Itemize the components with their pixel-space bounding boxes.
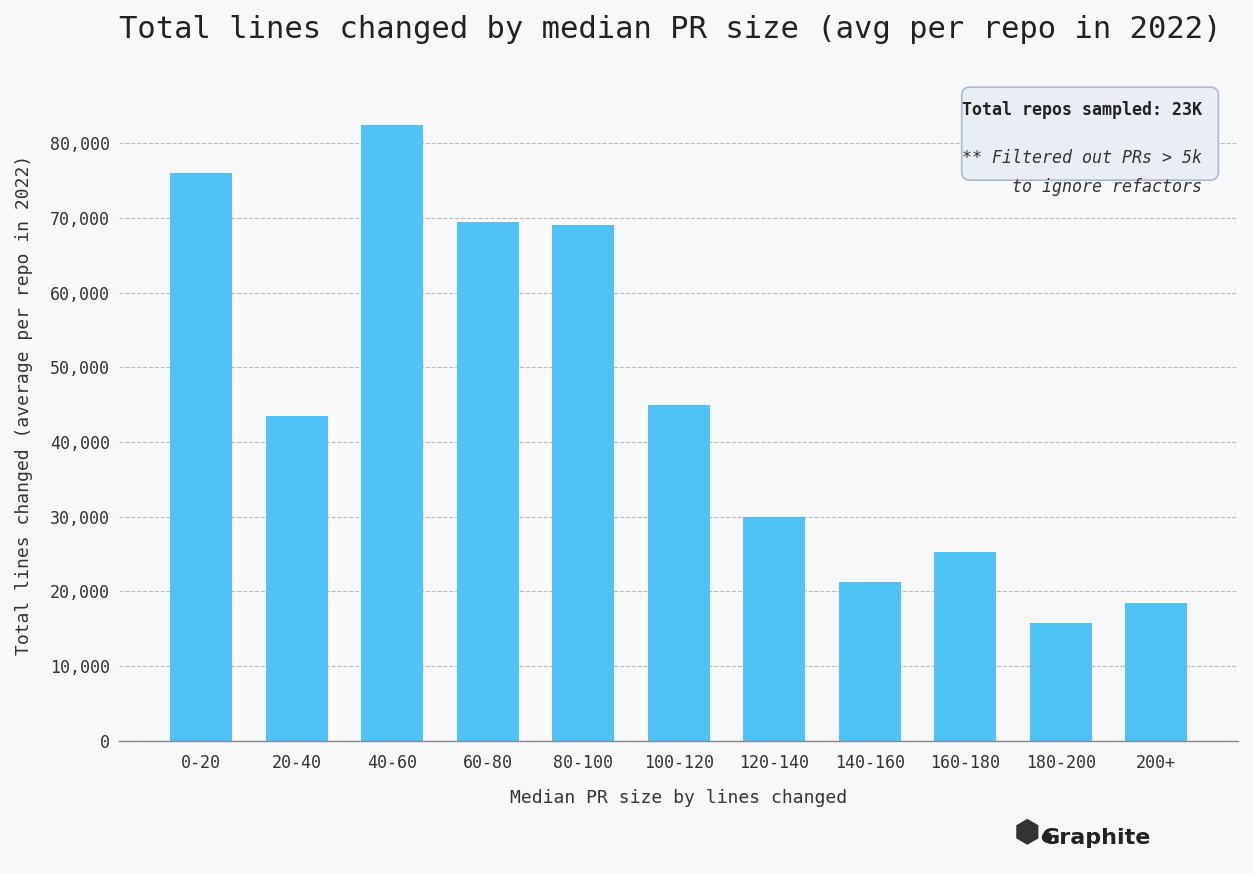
Bar [361,125,424,740]
Bar [1030,623,1091,740]
X-axis label: Median PR size by lines changed: Median PR size by lines changed [510,788,847,807]
Text: Total repos sampled: 23K
** Filtered out PRs > 5k
to ignore refactors: Total repos sampled: 23K ** Filtered out… [970,95,1210,172]
Bar [743,517,806,740]
Bar [648,405,709,740]
Bar [456,222,519,740]
Bar [838,582,901,740]
Bar [1125,602,1187,740]
Y-axis label: Total lines changed (average per repo in 2022): Total lines changed (average per repo in… [15,155,33,655]
Text: Total repos sampled: 23K: Total repos sampled: 23K [962,101,1202,119]
Bar [266,416,328,740]
Bar [935,552,996,740]
Bar [170,173,232,740]
Text: Graphite: Graphite [1041,828,1152,848]
Text: ●: ● [1040,829,1053,843]
Text: ⬢: ⬢ [1014,819,1041,848]
Bar [553,225,614,740]
Text: ** Filtered out PRs > 5k
to ignore refactors: ** Filtered out PRs > 5k to ignore refac… [962,149,1202,197]
Text: Total lines changed by median PR size (avg per repo in 2022): Total lines changed by median PR size (a… [119,15,1222,44]
